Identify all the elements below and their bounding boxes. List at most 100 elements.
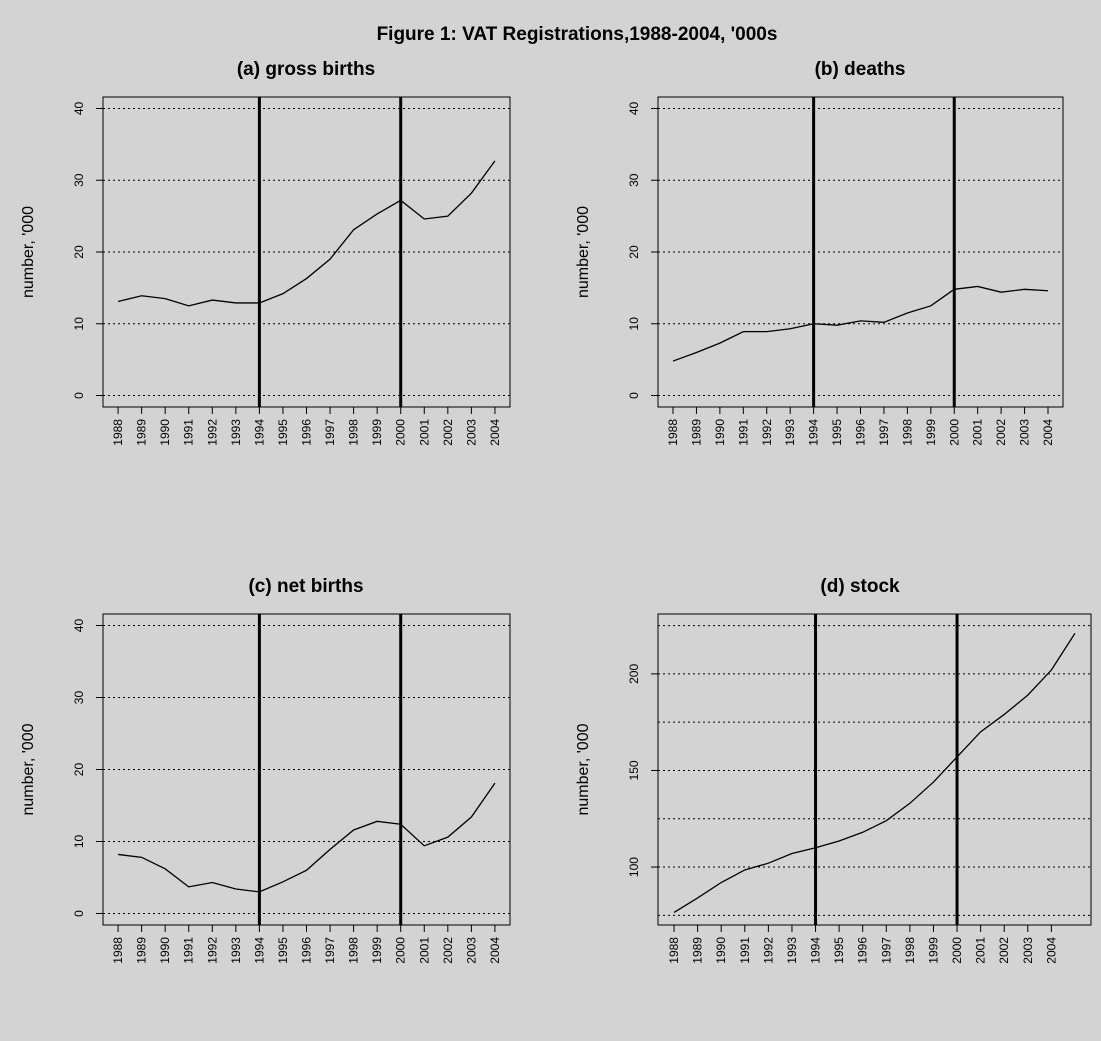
x-tick-label: 2001 bbox=[971, 419, 985, 446]
x-tick-label: 1989 bbox=[135, 937, 149, 964]
y-axis-label: number, '000 bbox=[20, 206, 37, 298]
x-tick-label: 1993 bbox=[783, 419, 797, 446]
panel-title: (b) deaths bbox=[815, 59, 906, 80]
plot-frame bbox=[102, 96, 511, 408]
x-tick-label: 1994 bbox=[252, 937, 266, 964]
x-tick-label: 1992 bbox=[205, 419, 219, 446]
x-tick-label: 2003 bbox=[1018, 419, 1032, 446]
y-tick-label: 30 bbox=[627, 173, 641, 187]
figure-title: Figure 1: VAT Registrations,1988-2004, '… bbox=[377, 24, 778, 45]
y-tick-label: 40 bbox=[627, 101, 641, 115]
y-axis-label: number, '000 bbox=[575, 723, 592, 815]
x-tick-label: 2002 bbox=[997, 937, 1011, 964]
x-tick-label: 1994 bbox=[809, 937, 823, 964]
y-tick-label: 200 bbox=[627, 664, 641, 684]
y-tick-label: 100 bbox=[627, 857, 641, 877]
y-tick-label: 0 bbox=[627, 392, 641, 399]
x-tick-label: 2004 bbox=[1041, 419, 1055, 446]
x-tick-label: 2002 bbox=[994, 419, 1008, 446]
y-tick-label: 10 bbox=[627, 317, 641, 331]
x-tick-label: 2000 bbox=[394, 419, 408, 446]
x-tick-label: 1994 bbox=[252, 419, 266, 446]
x-tick-label: 1996 bbox=[300, 419, 314, 446]
panel-title: (a) gross births bbox=[237, 59, 375, 80]
x-tick-label: 1995 bbox=[276, 937, 290, 964]
x-tick-label: 1988 bbox=[111, 419, 125, 446]
x-tick-label: 1997 bbox=[879, 937, 893, 964]
x-tick-label: 2001 bbox=[974, 937, 988, 964]
x-tick-label: 1996 bbox=[856, 937, 870, 964]
data-line bbox=[673, 632, 1076, 913]
x-tick-label: 1992 bbox=[761, 937, 775, 964]
x-tick-label: 2001 bbox=[417, 419, 431, 446]
x-tick-label: 2002 bbox=[441, 419, 455, 446]
panel-title: (c) net births bbox=[248, 576, 363, 597]
x-tick-label: 1991 bbox=[738, 937, 752, 964]
y-axis-label: number, '000 bbox=[20, 723, 37, 815]
x-tick-label: 1990 bbox=[158, 419, 172, 446]
x-tick-label: 1995 bbox=[830, 419, 844, 446]
x-tick-label: 1999 bbox=[924, 419, 938, 446]
x-tick-label: 1989 bbox=[689, 419, 703, 446]
x-tick-label: 1999 bbox=[370, 937, 384, 964]
x-tick-label: 1997 bbox=[877, 419, 891, 446]
y-tick-label: 0 bbox=[72, 910, 86, 917]
x-tick-label: 2004 bbox=[488, 937, 502, 964]
x-tick-label: 1991 bbox=[736, 419, 750, 446]
x-tick-label: 1997 bbox=[323, 937, 337, 964]
x-tick-label: 1997 bbox=[323, 419, 337, 446]
x-tick-label: 2000 bbox=[947, 419, 961, 446]
data-line bbox=[117, 160, 496, 307]
y-tick-label: 0 bbox=[72, 392, 86, 399]
y-tick-label: 150 bbox=[627, 760, 641, 780]
y-tick-label: 20 bbox=[627, 245, 641, 259]
x-tick-label: 2003 bbox=[464, 419, 478, 446]
x-tick-label: 1996 bbox=[854, 419, 868, 446]
x-tick-label: 1993 bbox=[229, 419, 243, 446]
y-axis-label: number, '000 bbox=[575, 206, 592, 298]
x-tick-label: 2002 bbox=[441, 937, 455, 964]
x-tick-label: 1990 bbox=[714, 937, 728, 964]
x-tick-label: 1998 bbox=[903, 937, 917, 964]
x-tick-label: 1991 bbox=[182, 419, 196, 446]
plot-frame bbox=[657, 96, 1064, 408]
x-tick-label: 1993 bbox=[229, 937, 243, 964]
x-tick-label: 1990 bbox=[713, 419, 727, 446]
x-tick-label: 1999 bbox=[926, 937, 940, 964]
x-tick-label: 1998 bbox=[347, 419, 361, 446]
x-tick-label: 1995 bbox=[276, 419, 290, 446]
y-tick-label: 20 bbox=[72, 245, 86, 259]
x-tick-label: 1992 bbox=[205, 937, 219, 964]
y-tick-label: 10 bbox=[72, 317, 86, 331]
x-tick-label: 1988 bbox=[111, 937, 125, 964]
x-tick-label: 1992 bbox=[760, 419, 774, 446]
y-tick-label: 10 bbox=[72, 834, 86, 848]
x-tick-label: 1988 bbox=[666, 419, 680, 446]
x-tick-label: 2000 bbox=[394, 937, 408, 964]
x-tick-label: 1999 bbox=[370, 419, 384, 446]
x-tick-label: 2003 bbox=[1021, 937, 1035, 964]
y-tick-label: 20 bbox=[72, 763, 86, 777]
x-tick-label: 1996 bbox=[300, 937, 314, 964]
x-tick-label: 1991 bbox=[182, 937, 196, 964]
plot-frame bbox=[102, 613, 511, 926]
y-tick-label: 30 bbox=[72, 173, 86, 187]
x-tick-label: 1990 bbox=[158, 937, 172, 964]
x-tick-label: 1994 bbox=[807, 419, 821, 446]
y-tick-label: 40 bbox=[72, 619, 86, 633]
data-line bbox=[117, 782, 496, 893]
x-tick-label: 1988 bbox=[667, 937, 681, 964]
x-tick-label: 2001 bbox=[417, 937, 431, 964]
y-tick-label: 40 bbox=[72, 101, 86, 115]
x-tick-label: 1998 bbox=[347, 937, 361, 964]
y-tick-label: 30 bbox=[72, 691, 86, 705]
x-tick-label: 2000 bbox=[950, 937, 964, 964]
data-line bbox=[672, 285, 1049, 362]
plot-frame bbox=[657, 613, 1092, 926]
x-tick-label: 2004 bbox=[1044, 937, 1058, 964]
panel-title: (d) stock bbox=[820, 576, 900, 597]
x-tick-label: 1989 bbox=[691, 937, 705, 964]
